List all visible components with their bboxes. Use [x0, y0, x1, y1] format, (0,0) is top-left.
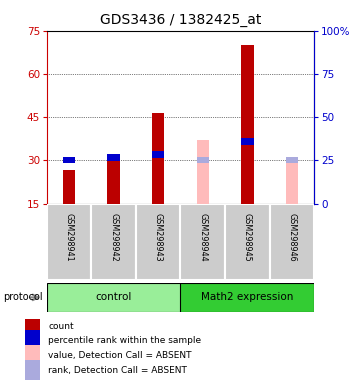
Text: GDS3436 / 1382425_at: GDS3436 / 1382425_at [100, 13, 261, 27]
Text: GSM298943: GSM298943 [154, 213, 163, 262]
Bar [25, 345, 40, 366]
Bar [196, 157, 209, 164]
Bar [47, 283, 180, 312]
Text: value, Detection Call = ABSENT: value, Detection Call = ABSENT [48, 351, 192, 360]
Text: GSM298945: GSM298945 [243, 213, 252, 262]
Bar [286, 157, 298, 204]
Text: GSM298941: GSM298941 [65, 213, 74, 262]
Bar [63, 157, 75, 164]
Bar [270, 204, 314, 280]
Bar [152, 151, 165, 158]
Text: GSM298944: GSM298944 [198, 213, 207, 262]
Bar [225, 204, 270, 280]
Text: protocol: protocol [4, 292, 43, 303]
Bar [108, 154, 120, 161]
Text: count: count [48, 321, 74, 331]
Bar [25, 330, 40, 352]
Text: Math2 expression: Math2 expression [201, 292, 293, 303]
Bar [180, 204, 225, 280]
Text: control: control [96, 292, 132, 303]
Text: percentile rank within the sample: percentile rank within the sample [48, 336, 201, 345]
Bar [196, 140, 209, 204]
Bar [63, 170, 75, 204]
Bar [136, 204, 180, 280]
Text: GSM298942: GSM298942 [109, 213, 118, 262]
Bar [241, 139, 253, 145]
Bar [25, 315, 40, 337]
Bar [25, 359, 40, 381]
Bar [152, 113, 165, 204]
Bar [47, 204, 91, 280]
Bar [180, 283, 314, 312]
Bar [241, 45, 253, 204]
Bar [108, 155, 120, 204]
Bar [91, 204, 136, 280]
Text: rank, Detection Call = ABSENT: rank, Detection Call = ABSENT [48, 366, 187, 375]
Bar [286, 157, 298, 164]
Text: GSM298946: GSM298946 [287, 213, 296, 262]
